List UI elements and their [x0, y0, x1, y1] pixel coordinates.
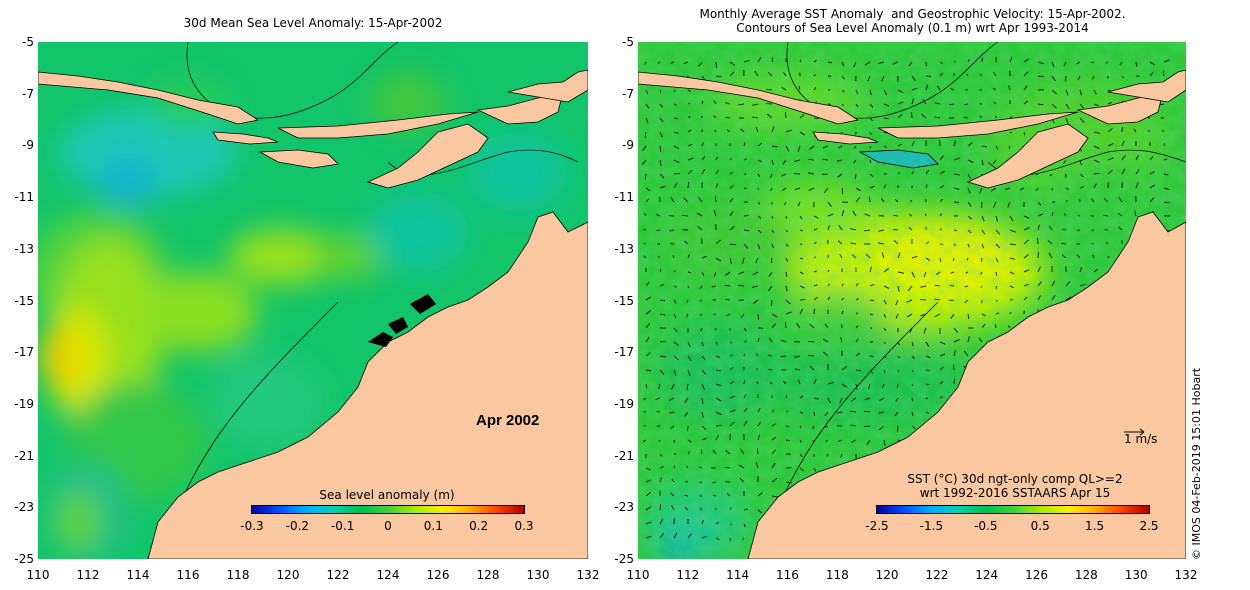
lat-tick-label: -19 — [14, 396, 34, 411]
colorbar-tick-label: 0.1 — [423, 519, 443, 533]
colorbar-tick-label: 2.5 — [1139, 519, 1159, 533]
lon-tick-label: 110 — [626, 568, 650, 582]
sea-level-anomaly-map: Apr 2002 — [38, 42, 588, 559]
land-masses — [38, 69, 588, 559]
month-label: Apr 2002 — [476, 412, 540, 429]
land-masses-sst — [638, 69, 1186, 559]
lon-tick-label: 120 — [875, 568, 899, 582]
lon-tick-label: 118 — [226, 568, 250, 582]
lon-tick-label: 126 — [1025, 568, 1048, 582]
lat-tick-label: -9 — [622, 138, 634, 153]
sla-contour-overlay — [786, 42, 999, 119]
alor-island — [476, 91, 564, 125]
lat-tick-label: -25 — [614, 552, 634, 566]
velocity-scale-arrow — [1124, 428, 1145, 436]
lat-tick-label: -23 — [614, 500, 634, 515]
right-map-title: Monthly Average SST Anomaly and Geostrop… — [640, 7, 1185, 35]
lat-tick-label: -23 — [14, 500, 34, 515]
lon-tick-label: 128 — [476, 568, 500, 582]
colorbar-tick-label: 1.5 — [1085, 519, 1105, 533]
sst-anomaly-map — [638, 42, 1186, 559]
lon-tick-label: 124 — [376, 568, 400, 582]
colorbar-tick-label: -0.1 — [330, 519, 355, 533]
right-map-title-line1: Monthly Average SST Anomaly and Geostrop… — [699, 7, 1126, 21]
lat-tick-label: -19 — [614, 396, 634, 411]
sla-contour — [186, 42, 399, 119]
lon-tick-label: 120 — [276, 568, 300, 582]
kimberley-coast-islands — [368, 294, 436, 347]
colorbar-tick-label: -1.5 — [919, 519, 944, 533]
lon-tick-label: 114 — [126, 568, 150, 582]
lat-tick-label: -7 — [22, 86, 34, 101]
colorbar-tick-label: 0.5 — [1030, 519, 1050, 533]
lon-tick-label: 132 — [1174, 568, 1198, 582]
colorbar-tick-label: 0 — [384, 519, 392, 533]
lon-tick-label: 126 — [426, 568, 450, 582]
lat-tick-label: -17 — [614, 345, 634, 360]
lat-tick-label: -5 — [622, 35, 634, 49]
lon-tick-label: 130 — [1124, 568, 1148, 582]
australia-mainland — [147, 211, 588, 559]
colorbar-tick-label: -2.5 — [865, 519, 889, 533]
lon-tick-label: 122 — [326, 568, 350, 582]
lon-tick-label: 122 — [925, 568, 949, 582]
lat-tick-label: -21 — [14, 448, 34, 463]
colorbar-tick-label: -0.2 — [285, 519, 310, 533]
lat-tick-label: -11 — [14, 190, 34, 205]
colorbar-tick-label: -0.3 — [240, 519, 264, 533]
lat-tick-label: -5 — [22, 35, 34, 49]
sumba-island — [212, 131, 279, 145]
lon-tick-label: 128 — [1074, 568, 1098, 582]
lon-tick-label: 132 — [576, 568, 600, 582]
lat-tick-label: -13 — [14, 241, 34, 256]
imos-credit: © IMOS 04-Feb-2019 15:01 Hobart — [1190, 367, 1203, 560]
flores-island — [277, 111, 479, 139]
timor-island — [366, 123, 489, 189]
sla-map-svg — [38, 42, 588, 559]
lat-tick-label: -21 — [614, 448, 634, 463]
java-island — [38, 71, 260, 125]
colorbar-tick-label: 0.2 — [469, 519, 489, 533]
lat-tick-label: -7 — [622, 86, 634, 101]
left-map-title: 30d Mean Sea Level Anomaly: 15-Apr-2002 — [183, 16, 443, 30]
lon-tick-label: 116 — [776, 568, 799, 582]
lon-tick-label: 112 — [676, 568, 700, 582]
lon-tick-label: 116 — [176, 568, 200, 582]
sst-colorbar-title: SST (°C) 30d ngt-only comp QL>=2 wrt 1992… — [870, 472, 1160, 500]
lon-tick-label: 130 — [526, 568, 550, 582]
sumba-south-island — [258, 149, 339, 169]
lon-tick-label: 110 — [26, 568, 50, 582]
lat-tick-label: -17 — [14, 345, 34, 360]
lon-tick-label: 112 — [76, 568, 100, 582]
colorbar-tick-label: 0.3 — [514, 519, 534, 533]
sla-colorbar-title: Sea level anomaly (m) — [319, 488, 455, 502]
lat-tick-label: -15 — [614, 293, 634, 308]
lon-tick-label: 114 — [726, 568, 750, 582]
velocity-scale-label: 1 m/s — [1124, 432, 1158, 446]
lon-tick-label: 124 — [975, 568, 999, 582]
lon-tick-label: 118 — [825, 568, 849, 582]
lat-tick-label: -15 — [14, 293, 34, 308]
colorbar-tick-label: -0.5 — [974, 519, 998, 533]
sst-map-svg — [638, 42, 1186, 559]
lat-tick-label: -13 — [614, 241, 634, 256]
sst-colorbar-title-line1: SST (°C) 30d ngt-only comp QL>=2 — [907, 472, 1123, 486]
sla-colorbar — [251, 505, 525, 514]
right-map-title-line2: Contours of Sea Level Anomaly (0.1 m) wr… — [736, 21, 1089, 35]
lat-tick-label: -9 — [22, 138, 34, 153]
lat-tick-label: -25 — [14, 552, 34, 566]
sst-colorbar — [876, 505, 1150, 514]
sst-colorbar-title-line2: wrt 1992-2016 SSTAARS Apr 15 — [919, 486, 1111, 500]
lat-tick-label: -11 — [614, 190, 634, 205]
